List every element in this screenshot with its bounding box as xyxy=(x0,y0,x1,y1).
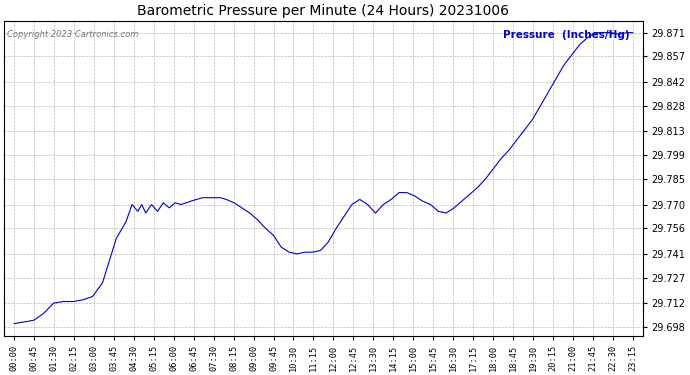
Title: Barometric Pressure per Minute (24 Hours) 20231006: Barometric Pressure per Minute (24 Hours… xyxy=(137,4,509,18)
Text: Pressure  (Inches/Hg): Pressure (Inches/Hg) xyxy=(503,30,630,40)
Text: Copyright 2023 Cartronics.com: Copyright 2023 Cartronics.com xyxy=(8,30,139,39)
